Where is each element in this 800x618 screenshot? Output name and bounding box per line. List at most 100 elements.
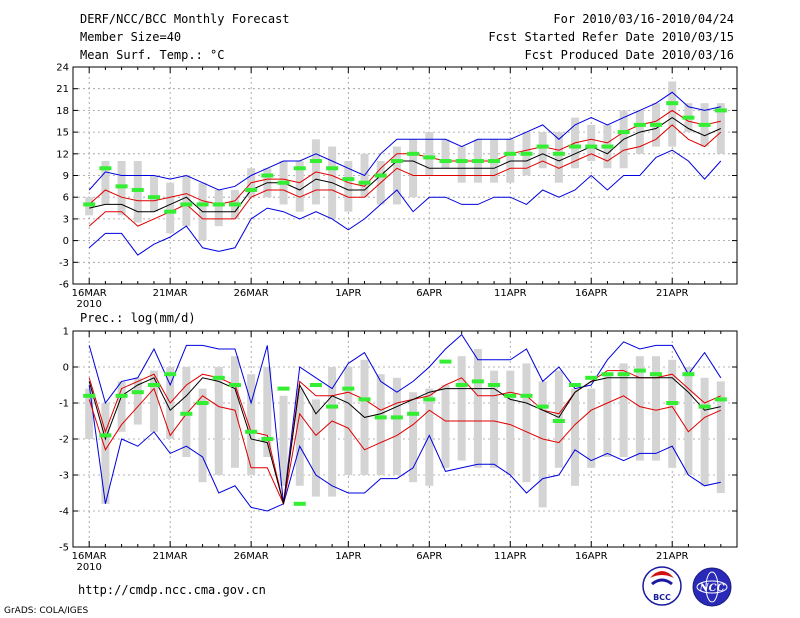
precip-xtick-label: 21MAR [153,551,188,562]
precip-box [198,388,207,483]
temp-box [149,175,158,212]
temp-obs-marker [245,187,258,192]
temp-obs-marker [633,122,646,127]
precip-box [441,385,450,468]
temp-ytick-label: 9 [63,171,69,182]
temp-obs-marker [115,184,128,189]
temp-obs-marker [569,144,582,149]
precip-obs-marker [682,372,695,377]
precip-box [538,381,547,508]
precip-box [117,381,126,432]
temp-box [668,81,677,147]
temp-box [344,161,353,212]
precip-obs-marker [196,401,209,405]
temp-obs-marker [196,202,209,207]
precip-xtick-label: 1APR [335,551,361,562]
temp-box [182,175,191,227]
precip-box [149,370,158,432]
temp-obs-marker [83,202,96,207]
temp-box [716,103,725,154]
precip-box [457,356,466,461]
precip-obs-marker [228,383,241,387]
temp-box [214,189,223,227]
temp-ytick-label: 6 [63,193,69,204]
temp-box [392,146,401,205]
temperature-panel: -6 -3 0 3 6 9 12 15 18 21 24 16MAR 21MAR 26MAR 1APR 6AP… [56,63,738,310]
precip-obs-marker [115,393,128,398]
precip-obs-marker [552,419,565,423]
precip-box [522,363,531,483]
precip-xtick-label: 11APR [494,551,527,562]
precip-obs-marker [326,404,339,409]
precip-obs-marker [423,397,436,402]
precipitation-panel: -5 -4 -3 -2 -1 0 1 16MAR 21MAR 26MAR 1APR 6APR 11APR… [59,327,738,573]
temp-obs-marker [488,159,501,164]
precip-obs-marker [342,386,355,391]
precip-obs-marker [585,375,598,380]
precip-obs-marker [293,501,306,506]
precip-obs-marker [131,390,144,395]
precip-ytick-label: -5 [59,543,69,554]
precip-obs-marker [212,375,225,380]
precip-box [571,388,580,486]
precip-obs-marker [633,368,646,373]
precip-ytick-label: -4 [59,507,69,518]
precip-obs-marker [601,372,614,377]
temp-xtick-label: 1APR [335,288,361,299]
temp-ytick-label: 0 [63,236,69,247]
temp-ytick-label: 15 [56,128,69,139]
precip-obs-marker [309,383,322,387]
precip-ytick-label: -3 [59,471,69,482]
precip-box [603,374,612,457]
precip-obs-marker [83,393,96,398]
precip-obs-marker [245,429,258,434]
member-size: Member Size=40 [80,30,181,44]
temp-box [587,124,596,162]
precip-box [279,395,288,486]
precip-box [409,392,418,483]
precip-obs-marker [277,386,290,391]
precip-ytick-label: 1 [63,327,69,338]
precip-year-label: 2010 [76,562,101,573]
precip-box [214,367,223,475]
temp-lower-spread-line [88,124,722,227]
temp-box [425,132,434,176]
temp-upper-spread-line [88,109,721,205]
precip-obs-marker [617,372,630,377]
precip-box [652,356,661,461]
temp-ytick-label: 12 [56,149,69,160]
temp-obs-marker [164,209,177,214]
precip-box [392,377,401,475]
precip-xtick-label: 16MAR [72,551,107,562]
temp-box [457,146,466,183]
temp-obs-marker [374,173,387,178]
precip-box [133,377,142,425]
temp-box [409,139,418,198]
temp-obs-marker [228,202,241,207]
precip-obs-marker [714,397,727,402]
temp-variable-label: Mean Surf. Temp.: °C [80,48,225,62]
precip-box [490,370,499,468]
temp-obs-marker [585,144,598,149]
temp-obs-marker [471,159,484,164]
temp-xtick-label: 6APR [416,288,442,299]
temp-obs-marker [358,180,371,185]
temp-ytick-label: -3 [59,258,69,269]
precip-obs-marker [99,433,112,438]
precip-obs-marker [471,379,484,384]
figure-title: DERF/NCC/BCC Monthly Forecast [80,12,290,26]
precip-obs-marker [666,401,679,405]
precip-obs-marker [164,372,177,377]
precip-obs-marker [455,383,468,387]
precip-box [101,403,110,504]
precip-ytick-label: -1 [59,399,69,410]
precip-box [311,399,320,497]
precip-box [716,381,725,493]
temp-min-line [88,149,722,256]
temp-box [554,132,563,183]
temp-obs-marker [714,108,727,113]
temp-obs-marker [326,166,339,171]
grads-credit: GrADS: COLA/IGES [4,606,88,616]
temp-obs-marker [666,101,679,106]
